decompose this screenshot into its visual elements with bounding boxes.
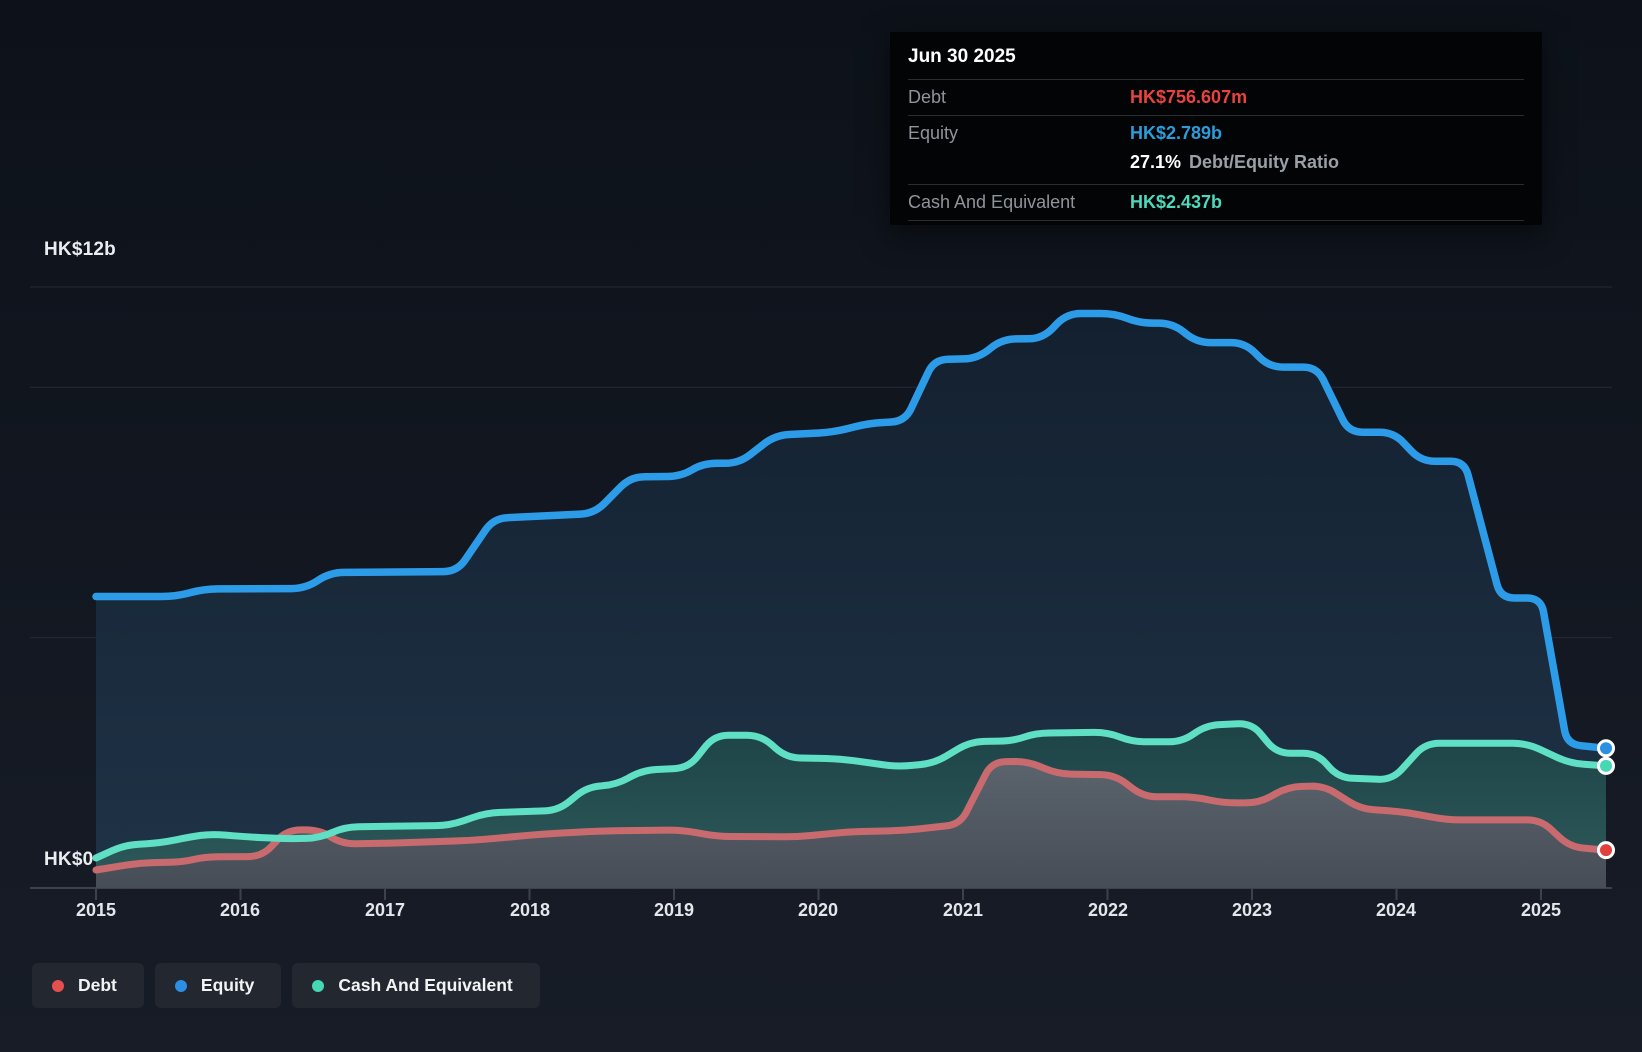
legend: Debt Equity Cash And Equivalent [32, 963, 540, 1008]
cash-series-dot-icon [312, 980, 324, 992]
legend-button-equity[interactable]: Equity [155, 963, 281, 1008]
x-tick-label: 2015 [76, 900, 116, 921]
tooltip-ratio-row: 27.1% Debt/Equity Ratio [908, 151, 1524, 184]
tooltip-equity-label: Equity [908, 123, 1130, 144]
tooltip-debt-label: Debt [908, 87, 1130, 108]
x-tick-label: 2020 [798, 900, 838, 921]
chart-tooltip: Jun 30 2025 Debt HK$756.607m Equity HK$2… [890, 32, 1542, 225]
x-tick-label: 2019 [654, 900, 694, 921]
cash-and-equivalent-endpoint-dot[interactable] [1599, 758, 1614, 773]
x-tick-label: 2024 [1376, 900, 1416, 921]
equity-series-dot-icon [175, 980, 187, 992]
legend-button-cash[interactable]: Cash And Equivalent [292, 963, 539, 1008]
x-tick-label: 2025 [1521, 900, 1561, 921]
legend-equity-label: Equity [201, 975, 254, 996]
legend-button-debt[interactable]: Debt [32, 963, 144, 1008]
legend-debt-label: Debt [78, 975, 117, 996]
tooltip-equity-value: HK$2.789b [1130, 123, 1222, 144]
equity-endpoint-dot[interactable] [1599, 741, 1614, 756]
tooltip-cash-value: HK$2.437b [1130, 192, 1222, 213]
x-tick-label: 2018 [510, 900, 550, 921]
tooltip-date: Jun 30 2025 [908, 46, 1524, 79]
x-tick-label: 2022 [1088, 900, 1128, 921]
x-tick-label: 2016 [220, 900, 260, 921]
legend-cash-label: Cash And Equivalent [338, 975, 512, 996]
tooltip-ratio-value: 27.1% [1130, 152, 1181, 173]
debt-endpoint-dot[interactable] [1599, 843, 1614, 858]
tooltip-cash-label: Cash And Equivalent [908, 192, 1130, 213]
tooltip-ratio-label: Debt/Equity Ratio [1189, 152, 1339, 173]
tooltip-equity-row: Equity HK$2.789b [908, 115, 1524, 151]
tooltip-debt-row: Debt HK$756.607m [908, 79, 1524, 115]
y-axis-max-label: HK$12b [44, 239, 116, 261]
y-axis-zero-label: HK$0 [44, 849, 93, 871]
tooltip-cash-row: Cash And Equivalent HK$2.437b [908, 184, 1524, 221]
x-tick-label: 2017 [365, 900, 405, 921]
debt-equity-history-chart-page: HK$12b HK$0 2015 2016 2017 2018 2019 202… [0, 0, 1642, 1052]
tooltip-debt-value: HK$756.607m [1130, 87, 1247, 108]
x-tick-label: 2023 [1232, 900, 1272, 921]
x-tick-label: 2021 [943, 900, 983, 921]
debt-series-dot-icon [52, 980, 64, 992]
